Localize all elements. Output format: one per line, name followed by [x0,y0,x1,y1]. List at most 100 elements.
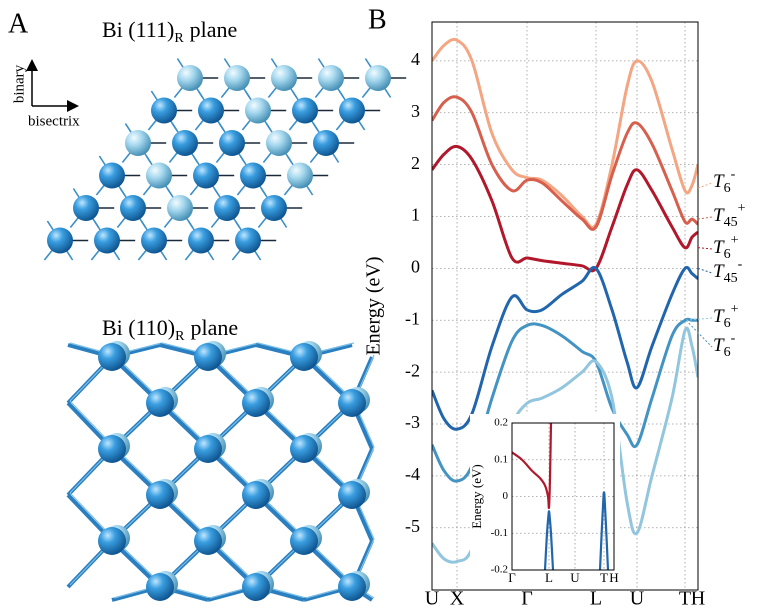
atom [318,65,344,91]
atom [172,130,198,156]
lattice-110 [66,341,375,602]
atom [98,527,126,555]
plot-frame [431,21,699,591]
atom [292,97,318,124]
annotation-base: T [713,261,725,282]
atom [193,162,219,189]
atom [219,130,245,156]
annotation-base: T [713,171,725,192]
plot-frame [511,422,615,571]
y-tick-label: 0.2 [494,417,508,429]
annotation-sub: 45 [724,215,738,230]
title-sub: R [175,329,185,344]
band-line [512,423,553,510]
atom [242,573,270,601]
annotation-sup: - [731,331,736,346]
atom [73,195,99,221]
atom [261,195,287,221]
atom [151,97,177,124]
y-tick-label: -5 [405,516,420,536]
atom [266,130,292,156]
annotation-leader [697,247,713,250]
annotation-leader [697,267,713,274]
atom [99,162,125,189]
x-tick-label: Γ [521,588,533,610]
title-rest: plane [190,17,238,42]
x-tick-label: U [570,570,580,585]
annotation-sup: + [731,233,739,248]
annotation-base: T [713,306,725,327]
panel-title: Bi (110)R plane [102,315,238,344]
x-tick-label: X [450,588,465,610]
atom [120,195,146,221]
axis-label: binary [11,64,27,103]
y-tick-label: -1 [405,308,420,328]
annotation-sub: 6 [724,316,731,331]
y-tick-label: -0.2 [491,564,508,576]
x-tick-label: L [590,588,602,610]
y-tick-label: 1 [411,205,420,225]
band-line [598,491,610,570]
axis-label: bisectrix [28,113,80,129]
y-tick-label: 2 [411,153,420,173]
atom [242,481,270,509]
atom [290,343,318,371]
x-tick-label: U [630,588,645,610]
y-tick-label: -3 [405,412,420,432]
title-rest: plane [190,315,238,340]
atom [224,65,250,91]
atom [146,162,172,189]
atom [146,573,174,601]
annotation-sup: + [731,302,739,317]
atom [47,227,73,254]
atom [194,435,222,463]
x-tick-label: T [679,588,691,610]
title-sub: R [174,31,184,46]
atom [146,389,174,417]
y-tick-label: -4 [405,464,420,484]
band-line [432,95,698,231]
atom [338,389,366,417]
annotation-sub: 6 [724,247,731,262]
atom [271,65,297,91]
x-tick-label: H [609,570,618,585]
lattice-111 [43,58,407,261]
atom [313,130,339,156]
annotation-sub: 6 [724,345,731,360]
atom [338,573,366,601]
x-tick-label: L [545,570,553,585]
atom [287,162,313,189]
annotation-base: T [713,237,725,258]
annotation: T6+ [713,233,739,262]
annotation: T6+ [713,302,739,331]
annotation-base: T [713,335,725,356]
annotation-sup: - [731,167,736,182]
annotation-base: T [713,205,725,226]
atom [177,65,203,91]
atom [188,227,214,254]
band-line [543,510,555,570]
atom [339,97,365,124]
annotation-leader [697,182,713,189]
atom [194,527,222,555]
x-tick-label: T [600,570,608,585]
atom [338,481,366,509]
atom [245,97,271,124]
atom [98,435,126,463]
y-tick-label: -0.1 [491,527,508,539]
y-axis-label: Energy (eV) [469,464,484,528]
annotation-sub: 45 [724,271,738,286]
y-tick-label: 0 [411,257,420,277]
atom [94,227,120,254]
y-tick-label: 3 [411,101,420,121]
band-line [432,144,698,273]
atom [141,227,167,254]
atom [290,527,318,555]
annotation-sup: - [738,257,743,272]
atom [146,481,174,509]
band-line [432,37,698,229]
annotation: T45+ [713,201,746,230]
annotation-leader [697,216,713,220]
x-tick-label: H [691,588,705,610]
